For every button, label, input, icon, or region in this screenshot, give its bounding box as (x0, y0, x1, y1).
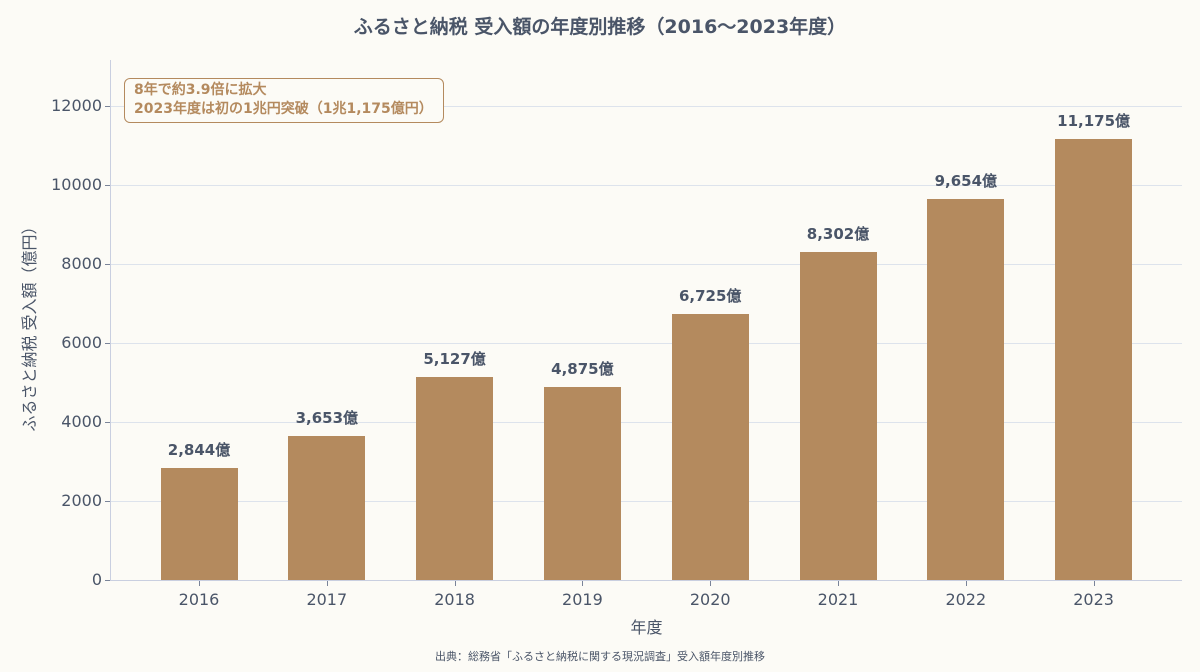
x-tick-label: 2018 (434, 590, 475, 609)
bar-value-label: 11,175億 (1057, 111, 1131, 130)
gridline (111, 501, 1182, 502)
x-tick-label: 2022 (945, 590, 987, 609)
annotation-line-1: 8年で約3.9倍に拡大 (134, 82, 267, 98)
x-tick-label: 2017 (306, 590, 348, 609)
y-tick-label: 4000 (61, 412, 102, 431)
bar-value-label: 8,302億 (806, 225, 870, 244)
bar-value-label: 3,653億 (295, 408, 359, 427)
x-tick-label: 2023 (1073, 590, 1114, 609)
annotation-box: 8年で約3.9倍に拡大 2023年度は初の1兆円突破（1兆1,175億円） (124, 78, 444, 123)
x-tick-mark (838, 581, 839, 586)
bar-2023 (1055, 138, 1133, 580)
x-tick-mark (199, 581, 200, 586)
x-tick-mark (710, 581, 711, 586)
x-tick-label: 2021 (817, 590, 859, 609)
y-axis-line (110, 60, 111, 581)
bar-2018 (416, 377, 494, 580)
gridline (111, 185, 1182, 186)
x-tick-label: 2016 (178, 590, 220, 609)
bar-value-label: 5,127億 (423, 350, 486, 369)
bar-2020 (671, 314, 749, 580)
gridline (111, 264, 1182, 265)
x-axis-title: 年度 (630, 618, 663, 637)
y-tick-mark (105, 422, 110, 423)
bar-2021 (799, 252, 877, 580)
x-tick-mark (582, 581, 583, 586)
bar-2016 (160, 467, 238, 580)
y-tick-mark (105, 185, 110, 186)
x-tick-mark (455, 581, 456, 586)
x-tick-label: 2019 (562, 590, 603, 609)
x-tick-mark (1094, 581, 1095, 586)
chart-title: ふるさと納税 受入額の年度別推移（2016〜2023年度） (353, 16, 847, 38)
bar-value-label: 6,725億 (678, 287, 742, 306)
bar-value-label: 9,654億 (934, 171, 998, 190)
source-note: 出典：総務省「ふるさと納税に関する現況調査」受入額年度別推移 (435, 650, 765, 663)
y-tick-mark (105, 264, 110, 265)
x-tick-label: 2020 (689, 590, 731, 609)
bar-value-label: 4,875億 (551, 360, 614, 379)
y-tick-mark (105, 501, 110, 502)
gridline (111, 422, 1182, 423)
y-tick-label: 2000 (61, 491, 102, 510)
annotation-line-2: 2023年度は初の1兆円突破（1兆1,175億円） (134, 101, 433, 117)
y-tick-label: 10000 (51, 175, 102, 194)
bar-value-label: 2,844億 (167, 440, 231, 459)
y-axis-title: ふるさと納税 受入額（億円） (20, 218, 39, 432)
x-tick-mark (966, 581, 967, 586)
y-tick-mark (105, 580, 110, 581)
x-tick-mark (327, 581, 328, 586)
y-tick-label: 6000 (61, 333, 102, 352)
y-tick-label: 0 (91, 570, 102, 589)
bar-2022 (927, 198, 1005, 580)
y-tick-label: 12000 (51, 96, 102, 115)
bar-2017 (288, 435, 366, 580)
y-tick-label: 8000 (61, 254, 102, 273)
y-tick-mark (105, 343, 110, 344)
x-axis-line (110, 580, 1182, 581)
gridline (111, 106, 1182, 107)
gridline (111, 343, 1182, 344)
bar-2019 (543, 387, 621, 580)
y-tick-mark (105, 106, 110, 107)
